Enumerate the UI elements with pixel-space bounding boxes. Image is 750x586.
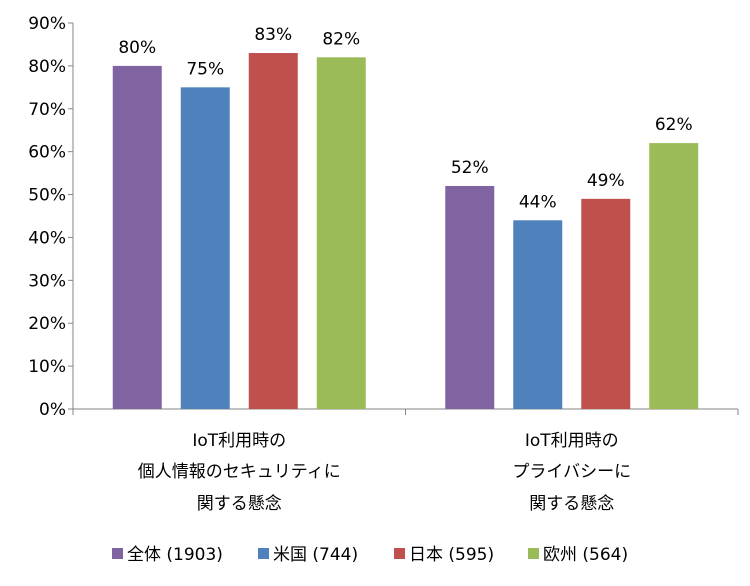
- data-label: 75%: [186, 59, 224, 79]
- bar: [581, 198, 631, 409]
- legend-swatch: [112, 548, 123, 559]
- legend-label: 全体 (1903): [127, 545, 223, 565]
- bar: [248, 53, 298, 410]
- category-label-line: 関する懸念: [529, 493, 614, 514]
- legend-swatch: [528, 548, 539, 559]
- bar: [180, 87, 230, 409]
- legend: 全体 (1903) 米国 (744) 日本 (595) 欧州 (564): [112, 545, 628, 565]
- category-label-line: プライバシーに: [512, 462, 631, 482]
- category-label-line: IoT利用時の: [192, 431, 286, 451]
- data-label: 49%: [587, 171, 625, 191]
- y-tick-label: 40%: [28, 228, 66, 248]
- category-labels: IoT利用時の個人情報のセキュリティに関する懸念IoT利用時のプライバシーに関す…: [138, 431, 631, 514]
- data-labels: 80% 75% 83% 82% 52% 44% 49% 62%: [118, 25, 692, 212]
- category-label-line: 関する懸念: [197, 493, 282, 514]
- bar: [316, 57, 366, 410]
- y-tick-label: 30%: [28, 271, 66, 291]
- y-tick-label: 10%: [28, 357, 66, 377]
- data-label: 82%: [322, 29, 360, 49]
- legend-label: 米国 (744): [273, 545, 358, 565]
- legend-label: 日本 (595): [409, 545, 494, 565]
- y-tick-label: 0%: [39, 400, 66, 420]
- y-axis: 0% 10% 20% 30% 40% 50% 60% 70% 80% 90%: [28, 14, 74, 420]
- y-tick-label: 90%: [28, 14, 66, 34]
- data-label: 62%: [655, 115, 693, 135]
- legend-swatch: [258, 548, 269, 559]
- x-axis: [72, 408, 739, 415]
- bars: [112, 53, 699, 410]
- data-label: 44%: [519, 192, 557, 212]
- legend-swatch: [394, 548, 405, 559]
- data-label: 52%: [451, 158, 489, 178]
- legend-label: 欧州 (564): [543, 545, 628, 565]
- bar: [445, 185, 495, 409]
- bar: [649, 143, 699, 410]
- y-tick-label: 20%: [28, 314, 66, 334]
- bar: [513, 220, 563, 409]
- y-tick-label: 70%: [28, 100, 66, 120]
- category-label-line: 個人情報のセキュリティに: [138, 462, 341, 482]
- y-tick-label: 50%: [28, 186, 66, 206]
- category-label-line: IoT利用時の: [525, 431, 619, 451]
- bar: [112, 65, 162, 409]
- data-label: 83%: [254, 25, 292, 45]
- y-tick-label: 80%: [28, 57, 66, 77]
- data-label: 80%: [118, 38, 156, 58]
- y-tick-label: 60%: [28, 143, 66, 163]
